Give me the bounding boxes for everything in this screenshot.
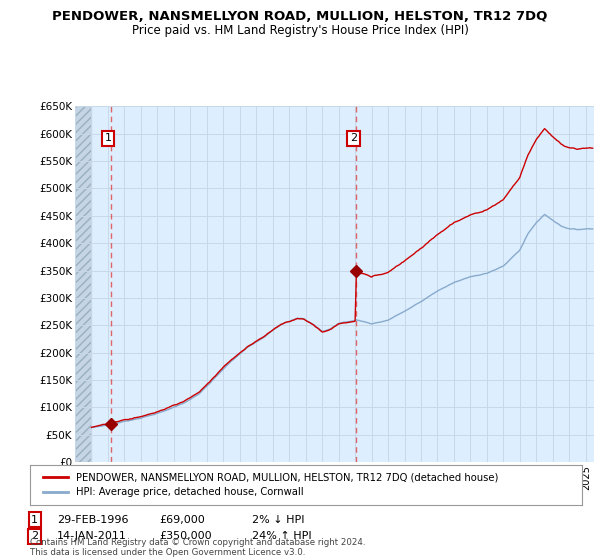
Text: 2% ↓ HPI: 2% ↓ HPI — [252, 515, 305, 525]
Text: 2: 2 — [31, 531, 38, 542]
Bar — [75, 106, 91, 462]
Text: 29-FEB-1996: 29-FEB-1996 — [57, 515, 128, 525]
Text: 2: 2 — [350, 133, 357, 143]
Text: Price paid vs. HM Land Registry's House Price Index (HPI): Price paid vs. HM Land Registry's House … — [131, 24, 469, 36]
Text: 1: 1 — [104, 133, 112, 143]
Bar — [75, 106, 91, 462]
Text: 14-JAN-2011: 14-JAN-2011 — [57, 531, 127, 542]
Text: £69,000: £69,000 — [159, 515, 205, 525]
Text: £350,000: £350,000 — [159, 531, 212, 542]
Text: Contains HM Land Registry data © Crown copyright and database right 2024.
This d: Contains HM Land Registry data © Crown c… — [30, 538, 365, 557]
Text: 24% ↑ HPI: 24% ↑ HPI — [252, 531, 311, 542]
Text: 1: 1 — [31, 515, 38, 525]
Text: PENDOWER, NANSMELLYON ROAD, MULLION, HELSTON, TR12 7DQ: PENDOWER, NANSMELLYON ROAD, MULLION, HEL… — [52, 10, 548, 22]
Legend: PENDOWER, NANSMELLYON ROAD, MULLION, HELSTON, TR12 7DQ (detached house), HPI: Av: PENDOWER, NANSMELLYON ROAD, MULLION, HEL… — [38, 468, 503, 502]
